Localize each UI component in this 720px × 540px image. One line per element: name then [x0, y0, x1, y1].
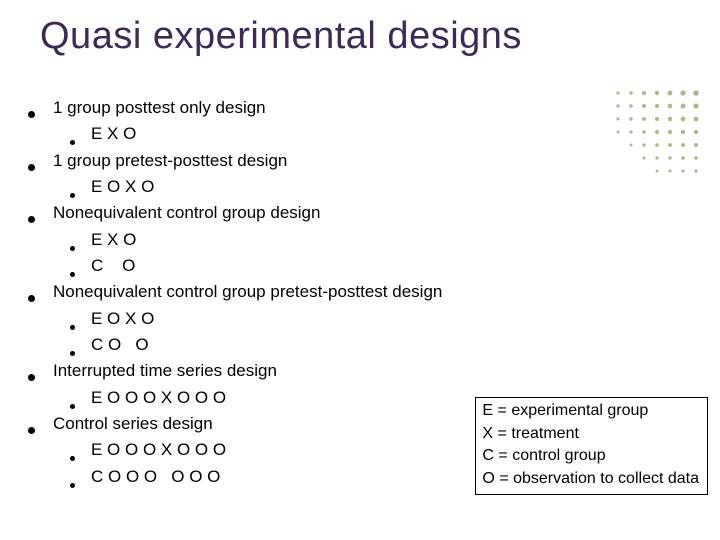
list-item-text: C O [91, 253, 135, 279]
list-item-text: C O O [91, 332, 149, 358]
legend-box: E = experimental groupX = treatmentC = c… [475, 397, 708, 495]
bullet-icon [28, 427, 35, 434]
legend-line: C = control group [482, 445, 699, 467]
list-subitem: C O [70, 253, 698, 279]
bullet-icon [70, 456, 75, 461]
list-item-text: C O O O O O O [91, 464, 220, 490]
bullet-icon [28, 111, 35, 118]
bullet-icon [70, 193, 75, 198]
bullet-icon [70, 140, 75, 145]
list-item-text: E O X O [91, 174, 154, 200]
legend-line: X = treatment [482, 423, 699, 445]
list-item-text: Nonequivalent control group design [53, 200, 320, 226]
bullet-icon [70, 404, 75, 409]
list-item-text: 1 group posttest only design [53, 95, 266, 121]
legend-line: O = observation to collect data [482, 468, 699, 490]
list-item-text: Control series design [53, 411, 213, 437]
bullet-icon [70, 351, 75, 356]
list-item-text: E X O [91, 121, 136, 147]
list-subitem: C O O [70, 332, 698, 358]
list-item: Nonequivalent control group pretest-post… [28, 279, 698, 305]
list-subitem: E O X O [70, 306, 698, 332]
list-item-text: E X O [91, 227, 136, 253]
bullet-icon [28, 295, 35, 302]
list-item-text: Interrupted time series design [53, 358, 277, 384]
bullet-icon [70, 483, 75, 488]
list-item-text: E O O O X O O O [91, 437, 226, 463]
list-item: Interrupted time series design [28, 358, 698, 384]
list-item-text: E O X O [91, 306, 154, 332]
list-item: Nonequivalent control group design [28, 200, 698, 226]
list-subitem: E X O [70, 121, 698, 147]
list-item-text: Nonequivalent control group pretest-post… [53, 279, 442, 305]
bullet-icon [70, 272, 75, 277]
list-item-text: 1 group pretest-posttest design [53, 148, 287, 174]
bullet-icon [28, 216, 35, 223]
bullet-icon [28, 374, 35, 381]
bullet-icon [70, 325, 75, 330]
list-subitem: E O X O [70, 174, 698, 200]
list-item-text: E O O O X O O O [91, 385, 226, 411]
bullet-icon [28, 164, 35, 171]
list-item: 1 group posttest only design [28, 95, 698, 121]
bullet-icon [70, 246, 75, 251]
legend-line: E = experimental group [482, 400, 699, 422]
list-subitem: E X O [70, 227, 698, 253]
slide-title: Quasi experimental designs [40, 15, 522, 58]
list-item: 1 group pretest-posttest design [28, 148, 698, 174]
